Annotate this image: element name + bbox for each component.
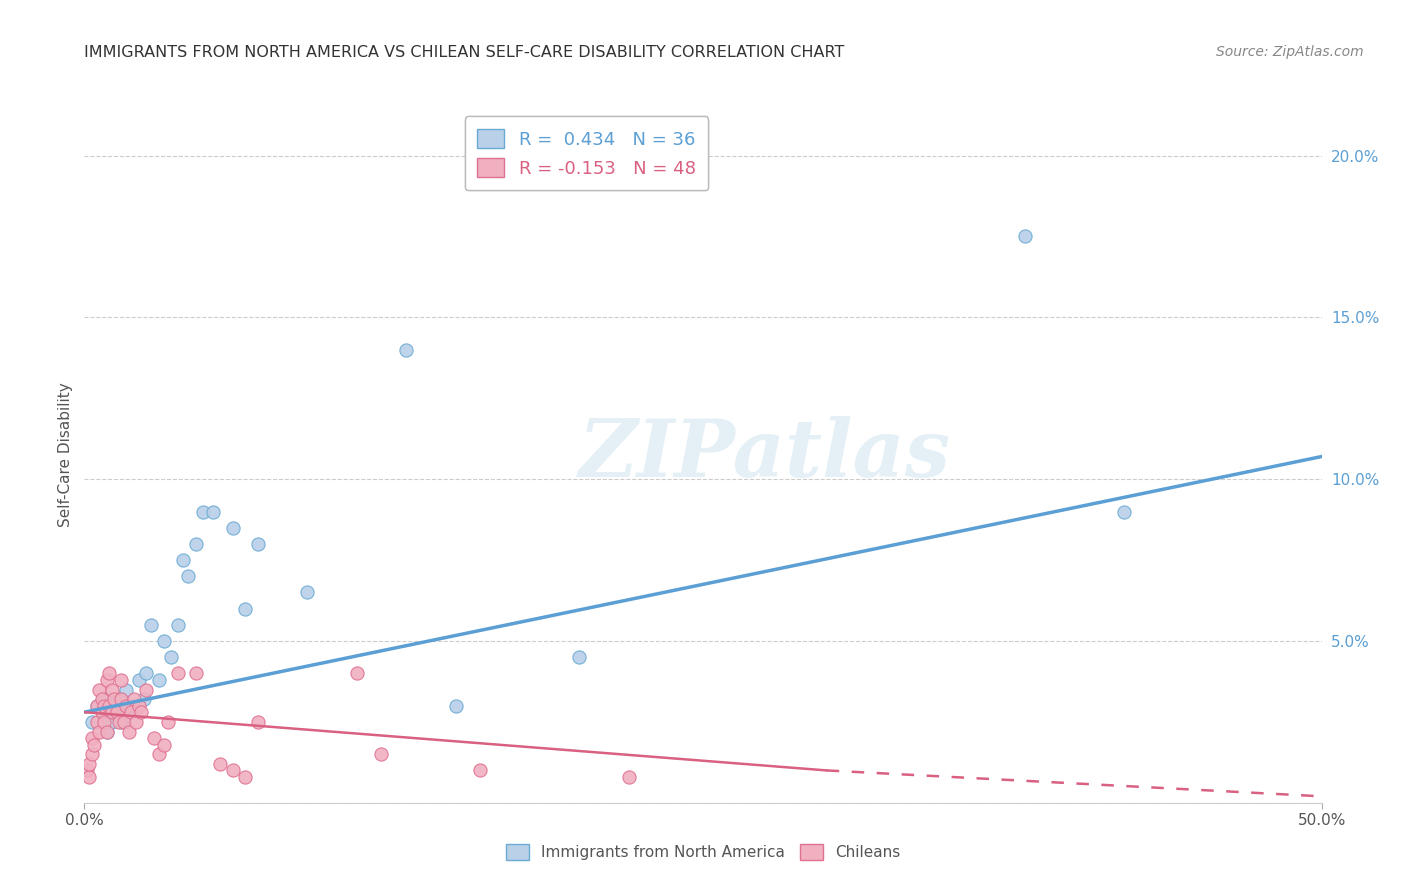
Point [90, 705, 112, 719]
Point [167, 666, 190, 681]
Point [100, 682, 122, 697]
Point [1112, 504, 1135, 518]
Point [90, 705, 112, 719]
Point [105, 705, 128, 719]
Point [191, 504, 214, 518]
Text: IMMIGRANTS FROM NORTH AMERICA VS CHILEAN SELF-CARE DISABILITY CORRELATION CHART: IMMIGRANTS FROM NORTH AMERICA VS CHILEAN… [84, 45, 845, 60]
Text: ZIPatlas: ZIPatlas [579, 417, 950, 493]
Point [93, 714, 115, 729]
Point [89, 682, 111, 697]
Y-axis label: Self-Care Disability: Self-Care Disability [58, 383, 73, 527]
Point [128, 698, 150, 713]
Point [98, 698, 121, 713]
Point [129, 705, 152, 719]
Point [152, 634, 174, 648]
Point [108, 692, 131, 706]
Point [76, 764, 98, 778]
Point [617, 770, 640, 784]
Point [209, 756, 232, 771]
Point [100, 705, 122, 719]
Point [96, 724, 118, 739]
Point [79, 770, 101, 784]
Point [142, 731, 165, 745]
Point [152, 738, 174, 752]
Point [177, 569, 200, 583]
Point [470, 764, 492, 778]
Point [128, 673, 150, 687]
Point [103, 705, 125, 719]
Point [93, 698, 115, 713]
Point [141, 617, 163, 632]
Point [98, 698, 121, 713]
Point [118, 698, 141, 713]
Point [346, 666, 368, 681]
Point [120, 705, 142, 719]
Point [115, 698, 138, 713]
Point [233, 601, 256, 615]
Point [98, 666, 121, 681]
Point [100, 714, 122, 729]
Text: Source: ZipAtlas.com: Source: ZipAtlas.com [1216, 45, 1364, 59]
Point [80, 731, 103, 745]
Point [148, 673, 170, 687]
Legend: R =  0.434   N = 36, R = -0.153   N = 48: R = 0.434 N = 36, R = -0.153 N = 48 [464, 116, 709, 190]
Point [115, 682, 138, 697]
Point [96, 724, 118, 739]
Point [83, 738, 105, 752]
Point [80, 747, 103, 762]
Point [90, 692, 112, 706]
Point [79, 756, 101, 771]
Point [103, 692, 125, 706]
Point [184, 666, 207, 681]
Point [184, 537, 207, 551]
Point [112, 714, 135, 729]
Point [80, 714, 103, 729]
Point [157, 714, 180, 729]
Point [370, 747, 392, 762]
Point [105, 698, 128, 713]
Point [148, 747, 170, 762]
Point [108, 714, 131, 729]
Point [395, 343, 418, 357]
Point [110, 714, 132, 729]
Point [132, 692, 155, 706]
Point [444, 698, 467, 713]
Legend: Immigrants from North America, Chileans: Immigrants from North America, Chileans [499, 838, 907, 866]
Point [135, 666, 157, 681]
Point [125, 714, 148, 729]
Point [222, 521, 245, 535]
Point [135, 682, 157, 697]
Point [89, 724, 111, 739]
Point [233, 770, 256, 784]
Point [122, 698, 145, 713]
Point [568, 650, 591, 665]
Point [202, 504, 225, 518]
Point [86, 698, 108, 713]
Point [86, 714, 108, 729]
Point [167, 617, 190, 632]
Point [246, 537, 269, 551]
Point [172, 553, 194, 567]
Point [96, 673, 118, 687]
Point [160, 650, 183, 665]
Point [1014, 229, 1036, 244]
Point [118, 724, 141, 739]
Point [295, 585, 318, 599]
Point [93, 692, 115, 706]
Point [86, 698, 108, 713]
Point [246, 714, 269, 729]
Point [110, 673, 132, 687]
Point [110, 692, 132, 706]
Point [222, 764, 245, 778]
Point [122, 692, 145, 706]
